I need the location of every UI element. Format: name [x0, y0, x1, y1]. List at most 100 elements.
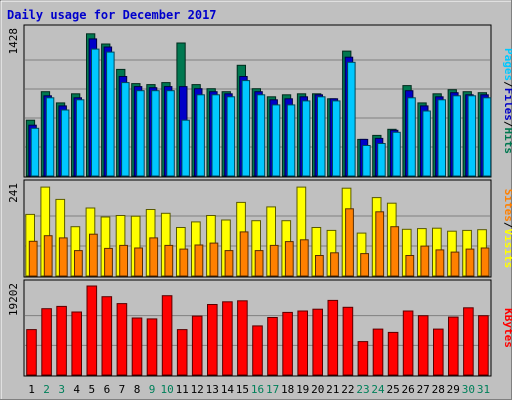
legend-separator: / [502, 81, 512, 88]
bar-kbytes-16 [252, 325, 263, 376]
bar-kbytes-23 [357, 341, 369, 376]
x-tick-label: 10 [160, 383, 173, 396]
x-tick-label: 12 [191, 383, 204, 396]
bar-kbytes-3 [56, 305, 67, 376]
bar-kbytes-6 [101, 296, 113, 376]
bar-pages-22 [347, 61, 356, 177]
bar-sites-25 [390, 226, 400, 277]
bar-kbytes-24 [372, 328, 384, 376]
bar-kbytes-17 [267, 317, 278, 376]
bar-kbytes-7 [116, 303, 128, 376]
bar-sites-16 [254, 250, 264, 277]
bar-pages-26 [407, 97, 416, 177]
bar-sites-20 [315, 255, 324, 277]
y-max-label: 1428 [7, 28, 20, 55]
bar-kbytes-4 [71, 311, 83, 376]
bar-pages-4 [75, 99, 85, 177]
bar-kbytes-19 [297, 310, 308, 376]
bar-kbytes-5 [86, 285, 98, 376]
x-tick-label: 23 [356, 383, 369, 396]
bar-pages-31 [482, 97, 492, 177]
x-tick-label: 11 [176, 383, 189, 396]
bar-kbytes-14 [222, 301, 233, 376]
bar-pages-6 [106, 51, 115, 177]
x-tick-label: 26 [401, 383, 414, 396]
bar-pages-30 [467, 95, 477, 177]
bar-pages-27 [422, 110, 431, 177]
bar-sites-19 [299, 239, 309, 277]
panel-kbytes: 19202 KBytes [7, 279, 512, 377]
x-tick-label: 28 [432, 383, 445, 396]
bar-sites-12 [194, 244, 204, 277]
x-tick-label: 2 [43, 383, 50, 396]
bar-kbytes-11 [176, 329, 188, 376]
bar-kbytes-2 [41, 308, 52, 376]
bar-kbytes-20 [312, 308, 323, 376]
bar-sites-1 [28, 240, 38, 277]
bar-sites-14 [224, 250, 234, 277]
x-tick-label: 1 [28, 383, 35, 396]
bar-sites-11 [179, 248, 189, 277]
bar-kbytes-10 [161, 295, 173, 376]
x-tick-label: 4 [73, 383, 80, 396]
x-tick-label: 27 [417, 383, 430, 396]
bar-pages-12 [196, 94, 205, 177]
bar-sites-30 [465, 248, 475, 277]
series-sites [28, 208, 490, 277]
x-tick-label: 15 [236, 383, 249, 396]
bar-sites-7 [119, 244, 128, 277]
legend-files: Files [502, 88, 512, 121]
legend-separator: / [502, 222, 512, 229]
bar-kbytes-30 [463, 307, 474, 376]
bar-kbytes-1 [26, 329, 37, 376]
bar-sites-4 [74, 250, 83, 277]
x-tick-label: 3 [58, 383, 65, 396]
bar-sites-29 [450, 251, 460, 277]
bar-sites-3 [58, 237, 68, 277]
y-max-label: 19202 [7, 283, 20, 316]
bar-pages-28 [437, 99, 446, 177]
bar-pages-19 [301, 100, 311, 177]
bar-sites-27 [420, 245, 430, 277]
bar-kbytes-29 [448, 316, 459, 376]
y-max-label: 241 [7, 183, 20, 203]
legend-sites: Sites [502, 189, 512, 222]
bar-sites-5 [89, 233, 98, 277]
bar-sites-2 [43, 235, 53, 277]
bar-sites-24 [375, 211, 385, 277]
bar-pages-1 [30, 127, 40, 177]
bar-sites-9 [149, 237, 159, 277]
x-tick-label: 7 [119, 383, 126, 396]
legend-visits: Visits [502, 229, 512, 269]
bar-pages-16 [256, 94, 266, 177]
series-legend-kbytes: KBytes [502, 308, 512, 348]
bar-pages-10 [166, 90, 175, 177]
x-tick-label: 8 [134, 383, 141, 396]
series-legend-visits-sites: Sites/Visits [502, 189, 512, 269]
bar-kbytes-25 [387, 331, 399, 376]
x-tick-label: 9 [149, 383, 156, 396]
x-tick-label: 20 [311, 383, 324, 396]
bar-kbytes-22 [342, 306, 354, 376]
bar-sites-17 [269, 244, 279, 277]
series-kbytes [26, 285, 489, 376]
x-tick-label: 18 [281, 383, 294, 396]
x-tick-label: 25 [386, 383, 399, 396]
bar-pages-2 [45, 97, 55, 177]
bar-pages-21 [332, 100, 341, 177]
bar-sites-23 [360, 253, 370, 277]
chart-title: Daily usage for December 2017 [7, 8, 217, 22]
x-tick-label: 13 [206, 383, 219, 396]
x-tick-label: 14 [221, 383, 235, 396]
bar-pages-11 [181, 119, 190, 177]
bar-kbytes-15 [237, 300, 248, 376]
x-tick-label: 5 [88, 383, 95, 396]
x-tick-label: 29 [447, 383, 460, 396]
legend-kbytes: KBytes [502, 308, 512, 348]
series-pages [30, 48, 492, 177]
bar-pages-13 [211, 94, 220, 177]
legend-hits: Hits [502, 128, 512, 155]
bar-kbytes-18 [282, 311, 293, 376]
bar-pages-18 [286, 104, 296, 177]
